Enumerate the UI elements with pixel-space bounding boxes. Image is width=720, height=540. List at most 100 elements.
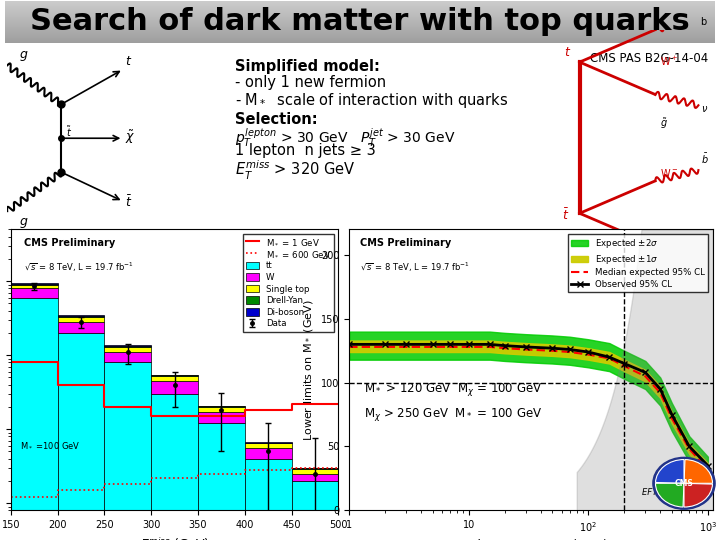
Median expected 95% CL [446,343,454,350]
M$_*$ = 1 GeV [147,413,156,420]
Text: $\bar{t}$: $\bar{t}$ [125,195,132,210]
Text: CMS: CMS [675,479,693,488]
M$_*$ = 600 GeV [240,467,249,473]
Bar [11,284,58,285]
Bar [5,34,715,35]
Wedge shape [655,460,684,483]
X-axis label: Dark matter mass (GeV): Dark matter mass (GeV) [454,539,608,540]
Wedge shape [684,483,713,507]
Line: Observed 95% CL: Observed 95% CL [346,342,711,468]
Bar [5,10,715,11]
Text: $\bar{b}$: $\bar{b}$ [701,152,708,166]
Bar [104,362,151,540]
M$_*$ = 600 GeV [194,470,202,477]
Text: b: b [701,17,707,28]
Bar [5,22,715,23]
Bar [5,29,715,30]
M$_*$ = 600 GeV [53,487,62,494]
Bar [198,423,245,540]
Bar [292,481,338,540]
Text: $\sqrt{s}$ = 8 TeV, L = 19.7 fb$^{-1}$: $\sqrt{s}$ = 8 TeV, L = 19.7 fb$^{-1}$ [24,260,133,274]
M$_*$ = 1 GeV [287,401,296,407]
Bar [104,347,151,352]
Bar [11,285,58,288]
M$_*$ = 600 GeV [334,464,343,471]
Median expected 95% CL [641,373,649,380]
Text: Selection:: Selection: [235,112,318,127]
Bar [58,316,104,317]
Bar [5,35,715,36]
Observed 95% CL [464,341,473,348]
Text: - only 1 new fermion: - only 1 new fermion [235,75,386,90]
Bar [58,315,104,316]
Text: t: t [564,45,569,59]
Text: $\tilde{\chi}$: $\tilde{\chi}$ [125,129,135,146]
Bar [58,322,104,333]
Bar [5,37,715,38]
Bar [151,375,198,376]
Bar [5,23,715,24]
Text: Simplified model:: Simplified model: [235,59,380,74]
Bar [5,20,715,21]
Median expected 95% CL [345,343,354,350]
Text: $\tilde{t}$: $\tilde{t}$ [66,124,72,139]
Median expected 95% CL [402,343,410,350]
Bar [5,31,715,32]
Observed 95% CL [703,462,712,469]
Bar [5,12,715,13]
Bar [5,39,715,40]
Circle shape [653,457,715,509]
Bar [5,16,715,17]
Bar [5,25,715,26]
Bar [5,18,715,19]
Bar [5,21,715,22]
Bar [5,32,715,33]
Median expected 95% CL [565,349,574,355]
Observed 95% CL [402,341,410,348]
Median expected 95% CL [656,390,665,396]
Bar [5,6,715,7]
Observed 95% CL [381,341,390,348]
Bar [5,27,715,28]
Bar [5,7,715,8]
Text: t: t [125,55,130,69]
M$_*$ = 1 GeV [194,413,202,420]
Text: $\tilde{g}$: $\tilde{g}$ [660,116,667,131]
Observed 95% CL [345,341,354,348]
M$_*$ = 1 GeV [6,359,15,366]
Bar [5,33,715,34]
Text: CMS PAS B2G-14-04: CMS PAS B2G-14-04 [590,52,708,65]
Text: $\sqrt{s}$ = 8 TeV, L = 19.7 fb$^{-1}$: $\sqrt{s}$ = 8 TeV, L = 19.7 fb$^{-1}$ [360,260,469,274]
Median expected 95% CL [464,343,473,350]
Wedge shape [655,483,684,507]
Bar [5,3,715,4]
Text: Search of dark matter with top quarks: Search of dark matter with top quarks [30,6,690,36]
Line: M$_*$ = 600 GeV: M$_*$ = 600 GeV [11,468,338,497]
Text: M$_*$ =100 GeV: M$_*$ =100 GeV [20,441,81,450]
Bar [292,468,338,469]
Median expected 95% CL [428,343,437,350]
Y-axis label: Lower limits on M$_*$ (GeV): Lower limits on M$_*$ (GeV) [302,299,315,441]
Text: M$_*$ > 120 GeV  M$_\chi$ = 100 GeV: M$_*$ > 120 GeV M$_\chi$ = 100 GeV [364,381,542,398]
Bar [5,5,715,6]
Text: $E_T^{miss}$ > 320 GeV: $E_T^{miss}$ > 320 GeV [235,159,356,182]
Bar [5,38,715,39]
Median expected 95% CL [584,352,593,358]
Bar [104,346,151,347]
Bar [198,412,245,423]
Median expected 95% CL [548,348,557,354]
Bar [151,381,198,394]
Line: Median expected 95% CL: Median expected 95% CL [349,347,708,469]
Bar [5,28,715,29]
Observed 95% CL [521,343,530,350]
Text: $\bar{t}$: $\bar{t}$ [562,207,569,223]
Observed 95% CL [605,354,613,360]
Median expected 95% CL [685,446,693,453]
Median expected 95% CL [667,415,676,422]
Bar [104,352,151,362]
Text: - M$_*$  scale of interaction with quarks: - M$_*$ scale of interaction with quarks [235,91,508,110]
Median expected 95% CL [485,343,494,350]
Bar [5,15,715,16]
Bar [5,17,715,18]
Observed 95% CL [500,342,509,349]
